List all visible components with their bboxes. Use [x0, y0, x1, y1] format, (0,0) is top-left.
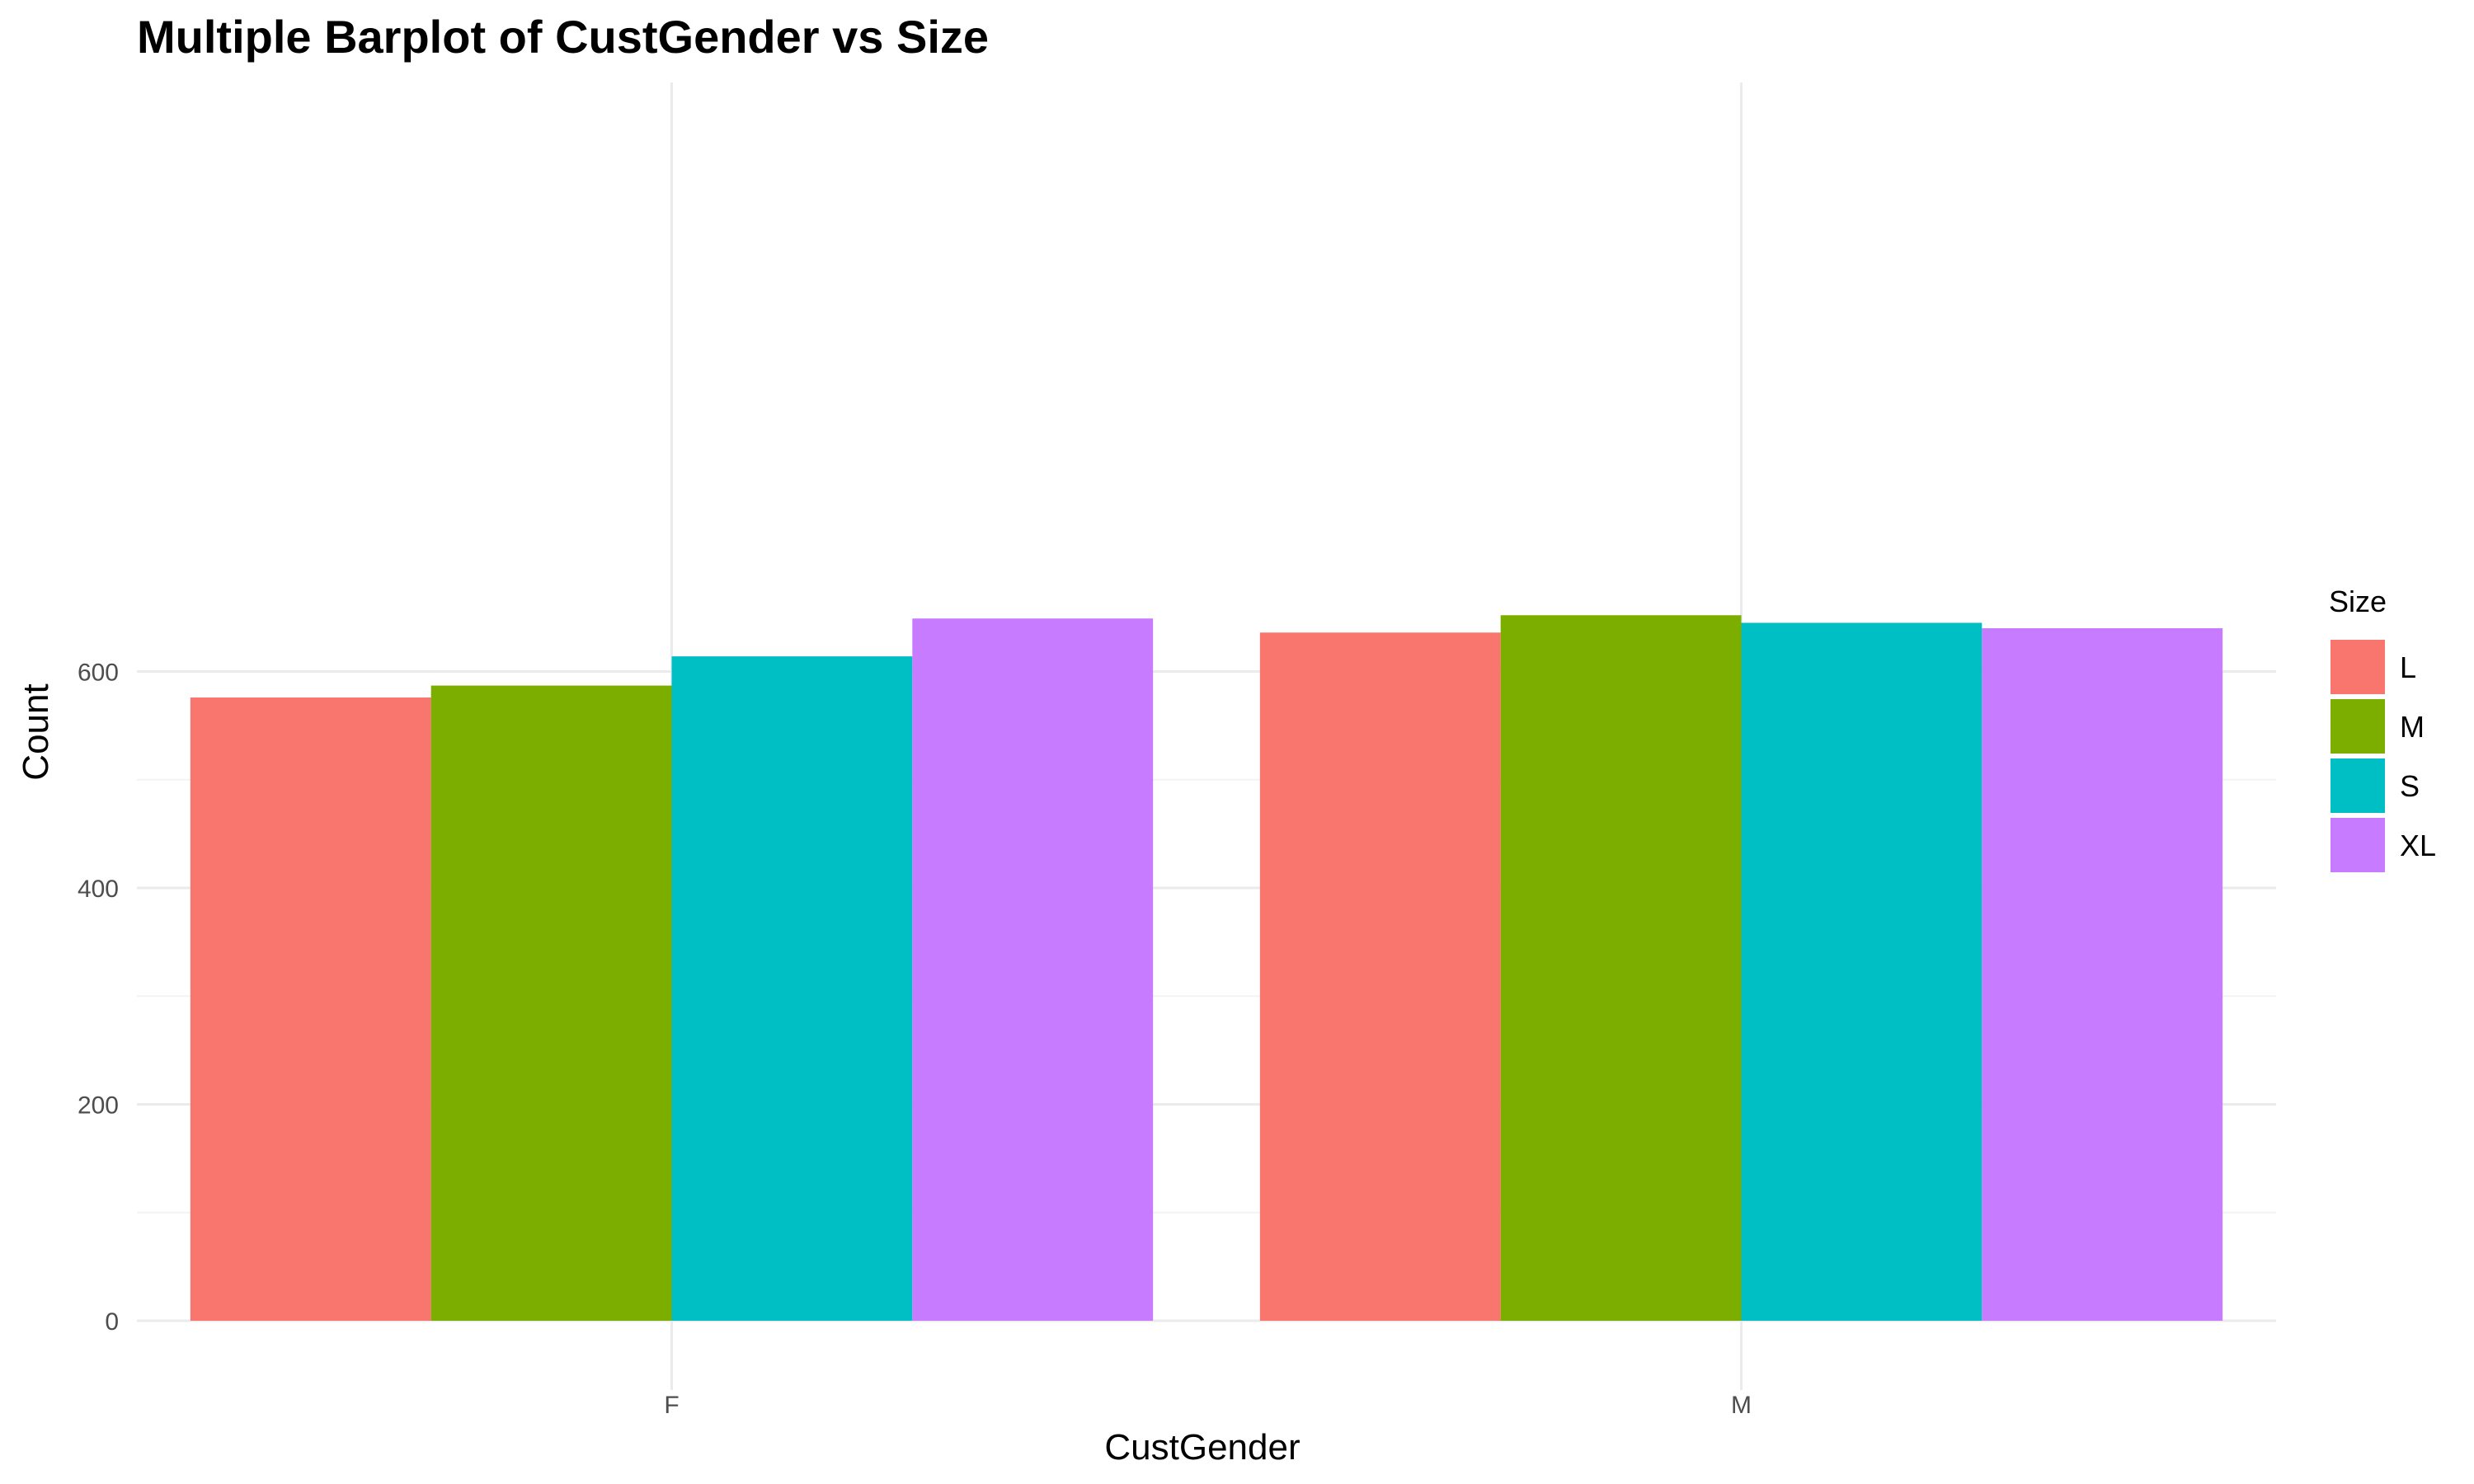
x-axis-title: CustGender [1104, 1427, 1300, 1468]
x-tick-label: F [664, 1392, 679, 1419]
y-axis-title: Count [16, 683, 56, 780]
legend-label-L: L [2400, 650, 2416, 684]
bar-M-L [1259, 632, 1501, 1321]
y-tick-label: 600 [78, 660, 119, 687]
legend-key-S [2331, 758, 2385, 813]
y-tick-label: 400 [78, 876, 119, 903]
legend-label-S: S [2400, 769, 2420, 803]
bar-F-M [430, 685, 672, 1321]
legend-label-XL: XL [2400, 829, 2436, 862]
bars [190, 615, 2223, 1321]
x-tick-label: M [1731, 1392, 1752, 1419]
bar-F-L [190, 697, 431, 1321]
legend-key-XL [2331, 818, 2385, 872]
legend-key-M [2331, 699, 2385, 754]
bar-M-XL [1982, 628, 2223, 1321]
y-tick-label: 200 [78, 1092, 119, 1120]
chart-title: Multiple Barplot of CustGender vs Size [137, 11, 989, 63]
legend: Size LMS XL [2329, 585, 2436, 872]
bar-F-XL [912, 618, 1154, 1321]
y-axis-ticks: 0 200 400 600 [78, 660, 119, 1336]
legend-key-L [2331, 640, 2385, 694]
legend-label-M: M [2400, 710, 2425, 744]
bar-F-S [671, 656, 913, 1321]
bar-M-S [1741, 622, 1982, 1321]
y-tick-label: 0 [105, 1308, 119, 1336]
bar-M-M [1500, 615, 1742, 1321]
legend-title: Size [2329, 585, 2387, 618]
